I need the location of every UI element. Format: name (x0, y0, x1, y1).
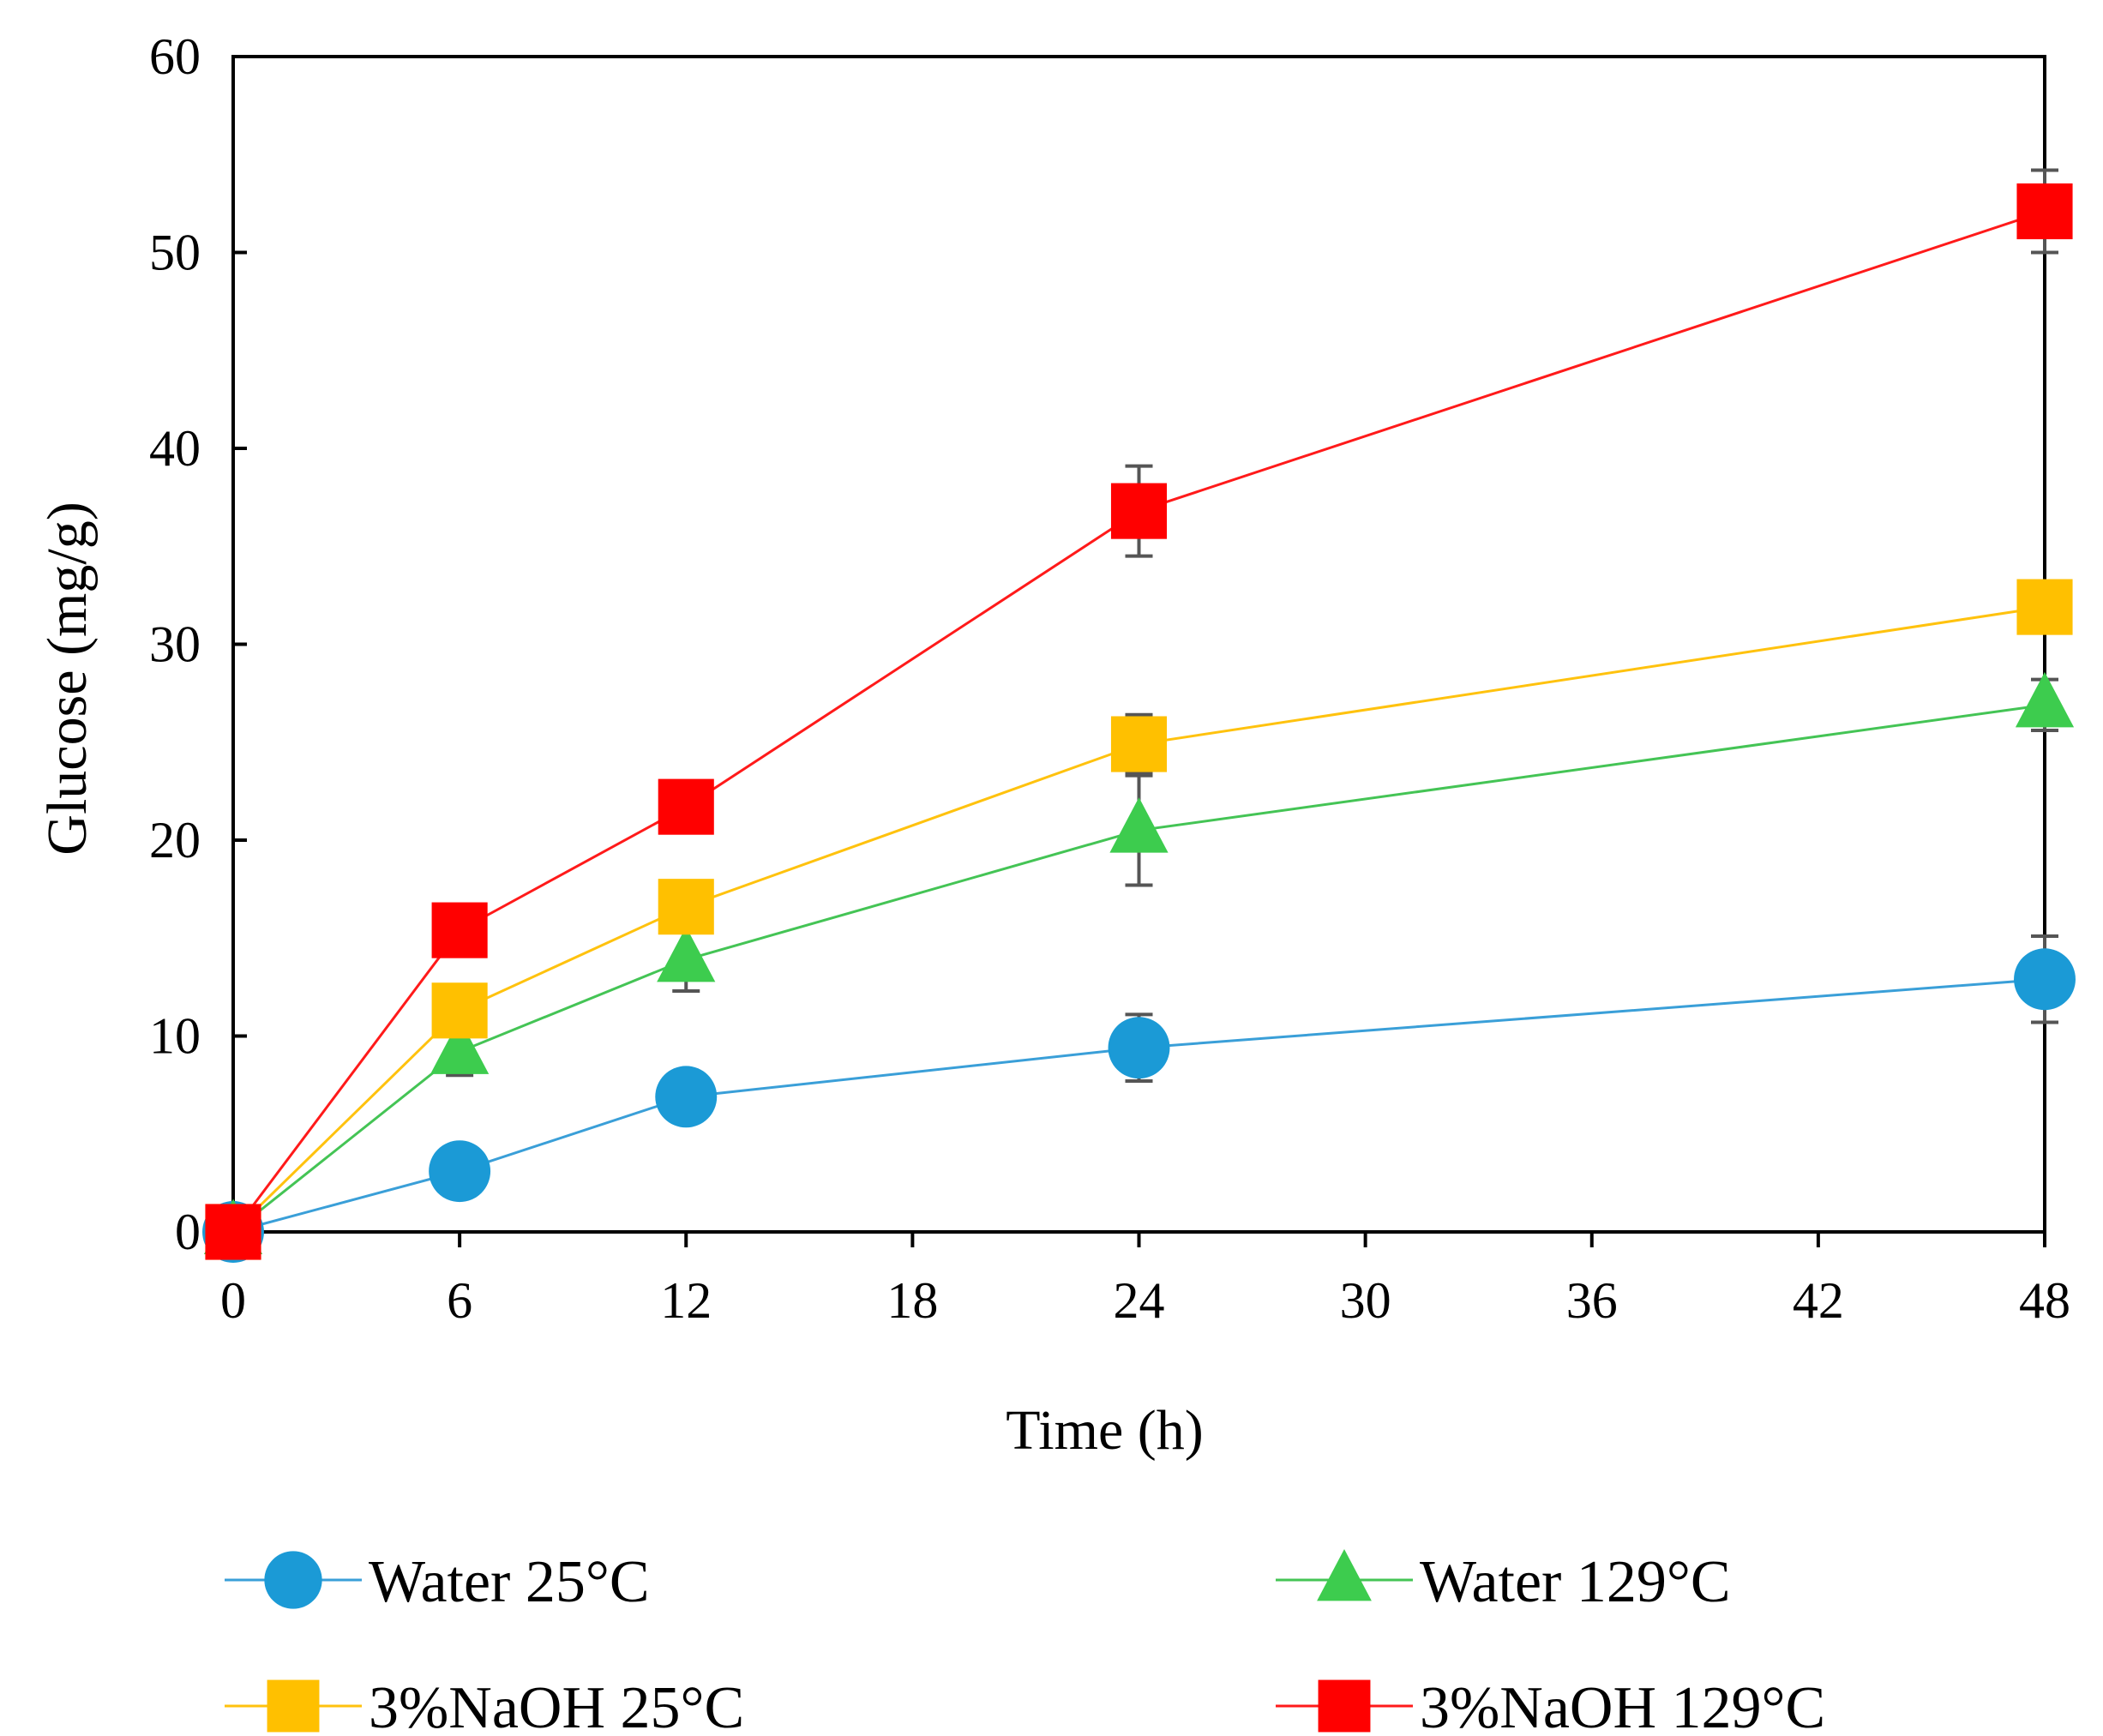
data-point (1108, 1017, 1170, 1079)
data-point (1110, 483, 1168, 539)
y-tick-label: 0 (175, 1204, 201, 1260)
x-tick-label: 48 (2019, 1272, 2070, 1329)
legend-label: Water 129°C (1420, 1549, 1731, 1615)
data-point (205, 1204, 261, 1260)
x-axis-title: Time (h) (1006, 1399, 1203, 1462)
data-point (431, 902, 488, 958)
y-tick-label: 20 (149, 812, 201, 868)
data-point (657, 926, 716, 982)
y-tick-label: 10 (149, 1008, 201, 1065)
legend-item: Water 129°C (1276, 1549, 1731, 1615)
data-point (430, 1018, 490, 1074)
x-tick-label: 36 (1566, 1272, 1618, 1329)
legend-marker (1318, 1679, 1371, 1733)
legend-item: 3%NaOH 25°C (225, 1675, 744, 1736)
x-tick-label: 0 (220, 1272, 246, 1329)
legend-label: 3%NaOH 129°C (1420, 1675, 1825, 1736)
data-point (2015, 671, 2075, 728)
x-tick-label: 18 (886, 1272, 938, 1329)
y-tick-label: 30 (149, 616, 201, 673)
x-tick-label: 12 (660, 1272, 712, 1329)
x-tick-label: 30 (1340, 1272, 1391, 1329)
legend-marker (1317, 1549, 1372, 1601)
data-point (658, 778, 714, 835)
legend-item: Water 25°C (225, 1549, 650, 1615)
tick-labels: 0 10 20 30 40 50 60 0 6 12 18 24 30 36 42 48 (149, 28, 2070, 1329)
data-point (2016, 183, 2073, 240)
legend-item: 3%NaOH 129°C (1276, 1675, 1825, 1736)
y-tick-label: 50 (149, 225, 201, 281)
x-tick-label: 24 (1114, 1272, 1165, 1329)
data-point (2016, 579, 2073, 635)
series-markers-3 (205, 579, 2073, 1260)
legend-marker (267, 1679, 320, 1733)
data-point (658, 879, 714, 935)
y-axis-title: Glucose (mg/g) (36, 502, 99, 855)
x-tick-label: 6 (447, 1272, 472, 1329)
data-point (429, 1140, 491, 1203)
data-point (1110, 716, 1168, 772)
y-tick-label: 40 (149, 420, 201, 477)
series-markers-1 (202, 948, 2076, 1263)
series-markers-4 (205, 183, 2073, 1260)
data-point (1109, 797, 1169, 853)
legend-label: Water 25°C (369, 1549, 650, 1615)
legend: Water 25°C Water 129°C 3%NaOH 25°C 3%NaOH 1… (225, 1549, 1825, 1736)
series-group (202, 168, 2076, 1263)
data-point (2014, 948, 2076, 1011)
legend-marker (264, 1551, 322, 1609)
data-point (655, 1066, 718, 1128)
data-point (431, 982, 488, 1039)
axis-ticks (231, 55, 2046, 1247)
y-tick-label: 60 (149, 28, 201, 85)
legend-label: 3%NaOH 25°C (369, 1675, 744, 1736)
x-tick-label: 42 (1793, 1272, 1844, 1329)
